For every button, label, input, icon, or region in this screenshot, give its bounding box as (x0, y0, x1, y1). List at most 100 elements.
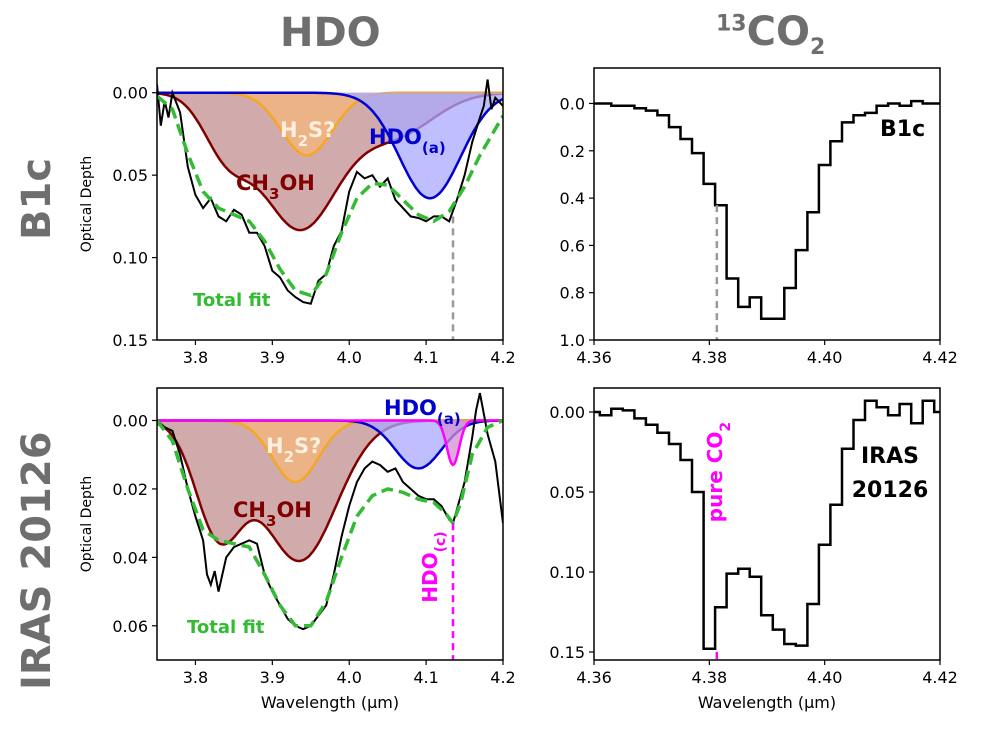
x-tick-label: 4.36 (576, 348, 612, 367)
x-axis-label: Wavelength (μm) (698, 693, 836, 712)
y-tick-label: 0.05 (112, 166, 148, 185)
y-tick-label: 0.4 (560, 189, 585, 208)
y-tick-label: 0.00 (112, 412, 148, 431)
axes-frame (156, 67, 504, 341)
plot-area (594, 99, 940, 340)
label-h2s: H2S? (280, 118, 335, 150)
x-tick-label: 4.1 (413, 668, 438, 687)
label-ch3oh-part: OH (276, 498, 311, 522)
label-ch3oh-part: OH (279, 171, 314, 195)
y-tick-label: 0.10 (549, 563, 585, 582)
plot-area (157, 79, 503, 340)
total-fit-line (157, 418, 503, 628)
y-tick-label: 0.0 (560, 94, 585, 113)
panel-2: 3.8 3.9 4.0 4.1 4.2 0.00 0.02 0.04 0.06 Optical D… (79, 387, 516, 712)
y-tick-label: 0.00 (549, 403, 585, 422)
y-tick-label: 0.10 (112, 249, 148, 268)
label-pure-co2: pure CO2 (703, 422, 734, 522)
total-fit-line (157, 94, 503, 298)
label-h2s-part: S? (308, 118, 335, 142)
axes-frame (593, 67, 941, 341)
x-tick-label: 4.36 (576, 668, 612, 687)
label-hdo-a: HDO(a) (369, 125, 446, 157)
label-ch3oh: CH3OH (233, 498, 312, 530)
x-tick-label: 4.38 (692, 668, 728, 687)
component-fill-HDO(a) (157, 92, 503, 199)
y-tick-label: 0.6 (560, 236, 585, 255)
label-h2s-part: H (266, 434, 284, 458)
co2-step-line (594, 399, 940, 651)
x-tick-label: 4.42 (922, 668, 958, 687)
y-tick-label: 0.06 (112, 617, 148, 636)
y-tick-label: 0.00 (112, 84, 148, 103)
label-hdo-a-part: HDO (369, 125, 422, 149)
x-tick-label: 4.38 (692, 348, 728, 367)
label-h2s-part: S? (294, 434, 321, 458)
label-iras-line1: IRAS (861, 444, 919, 469)
co2-header-sup: 13 (716, 11, 747, 37)
component-fill-H2S? (157, 420, 503, 483)
label-total-fit: Total fit (187, 617, 265, 638)
panel-3: 4.36 4.38 4.40 4.42 0.00 0.05 0.10 0.15 Waveleng… (549, 387, 958, 712)
label-ch3oh-part: CH (233, 498, 266, 522)
plot-area (157, 392, 503, 660)
label-h2s: H2S? (266, 434, 321, 466)
axes-frame (593, 387, 941, 661)
label-hdo-c: HDO(c) (418, 531, 449, 602)
y-tick-label: 0.04 (112, 548, 148, 567)
x-tick-label: 4.2 (490, 668, 515, 687)
y-axis-label: Optical Depth (79, 476, 95, 573)
x-tick-label: 4.0 (336, 668, 361, 687)
x-tick-label: 4.2 (490, 348, 515, 367)
component-fill-HDO(a) (157, 420, 503, 469)
x-tick-label: 3.9 (260, 668, 285, 687)
y-tick-label: 1.0 (560, 331, 585, 350)
label-h2s-part: H (280, 118, 298, 142)
label-h2s-part: 2 (284, 448, 294, 466)
x-tick-label: 4.0 (336, 348, 361, 367)
co2-step-line (594, 99, 940, 320)
label-hdo-c-part: HDO (418, 552, 442, 602)
label-hdo-a-part: (a) (437, 410, 461, 428)
label-hdo-a-part: (a) (422, 139, 446, 157)
component-fill-H2S? (157, 92, 503, 156)
component-line-HDO(c) (157, 419, 503, 467)
x-tick-label: 3.8 (183, 668, 208, 687)
y-axis-label: Optical Depth (79, 156, 95, 253)
x-tick-label: 4.40 (807, 348, 843, 367)
component-line-HDO(a) (157, 91, 503, 200)
label-hdo-c-part: (c) (433, 531, 449, 552)
plot-area (594, 399, 940, 660)
label-hdo-a: HDO(a) (384, 396, 461, 428)
label-total-fit: Total fit (193, 290, 271, 311)
y-tick-label: 0.05 (549, 483, 585, 502)
label-ch3oh-part: 3 (269, 185, 279, 203)
x-axis-label: Wavelength (μm) (261, 693, 399, 712)
co2-column-header: 13CO2 (716, 9, 826, 60)
panel-0: 3.8 3.9 4.0 4.1 4.2 0.00 0.05 0.10 0.15 Optical D… (79, 67, 516, 367)
label-ch3oh-part: CH (236, 171, 269, 195)
x-tick-label: 4.42 (922, 348, 958, 367)
x-tick-label: 3.8 (183, 348, 208, 367)
y-tick-label: 0.2 (560, 142, 585, 161)
label-h2s-part: 2 (298, 132, 308, 150)
y-tick-label: 0.15 (549, 643, 585, 662)
y-tick-label: 0.02 (112, 480, 148, 499)
label-b1c: B1c (880, 117, 925, 142)
label-hdo-a-part: HDO (384, 396, 437, 420)
panel-1: 4.36 4.38 4.40 4.42 0.0 0.2 0.4 0.6 0.8 1.0 B1c (560, 67, 958, 367)
y-tick-label: 0.15 (112, 331, 148, 350)
co2-header-sub: 2 (809, 35, 826, 60)
label-pure-co2-part: pure CO (703, 432, 727, 523)
x-tick-label: 4.1 (413, 348, 438, 367)
hdo-column-header: HDO (280, 10, 381, 56)
label-pure-co2-part: 2 (718, 422, 734, 432)
label-ch3oh-part: 3 (266, 512, 276, 530)
x-tick-label: 3.9 (260, 348, 285, 367)
label-ch3oh: CH3OH (236, 171, 315, 203)
label-iras-line2: 20126 (852, 478, 929, 503)
y-tick-label: 0.8 (560, 284, 585, 303)
axes-frame (156, 387, 504, 661)
x-tick-label: 4.40 (807, 668, 843, 687)
